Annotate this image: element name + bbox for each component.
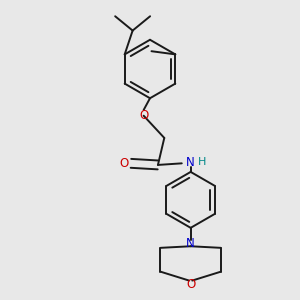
Text: O: O (119, 157, 129, 170)
Text: O: O (186, 278, 195, 291)
Text: H: H (198, 158, 207, 167)
Text: N: N (186, 156, 195, 169)
Text: O: O (139, 109, 148, 122)
Text: N: N (186, 237, 195, 250)
